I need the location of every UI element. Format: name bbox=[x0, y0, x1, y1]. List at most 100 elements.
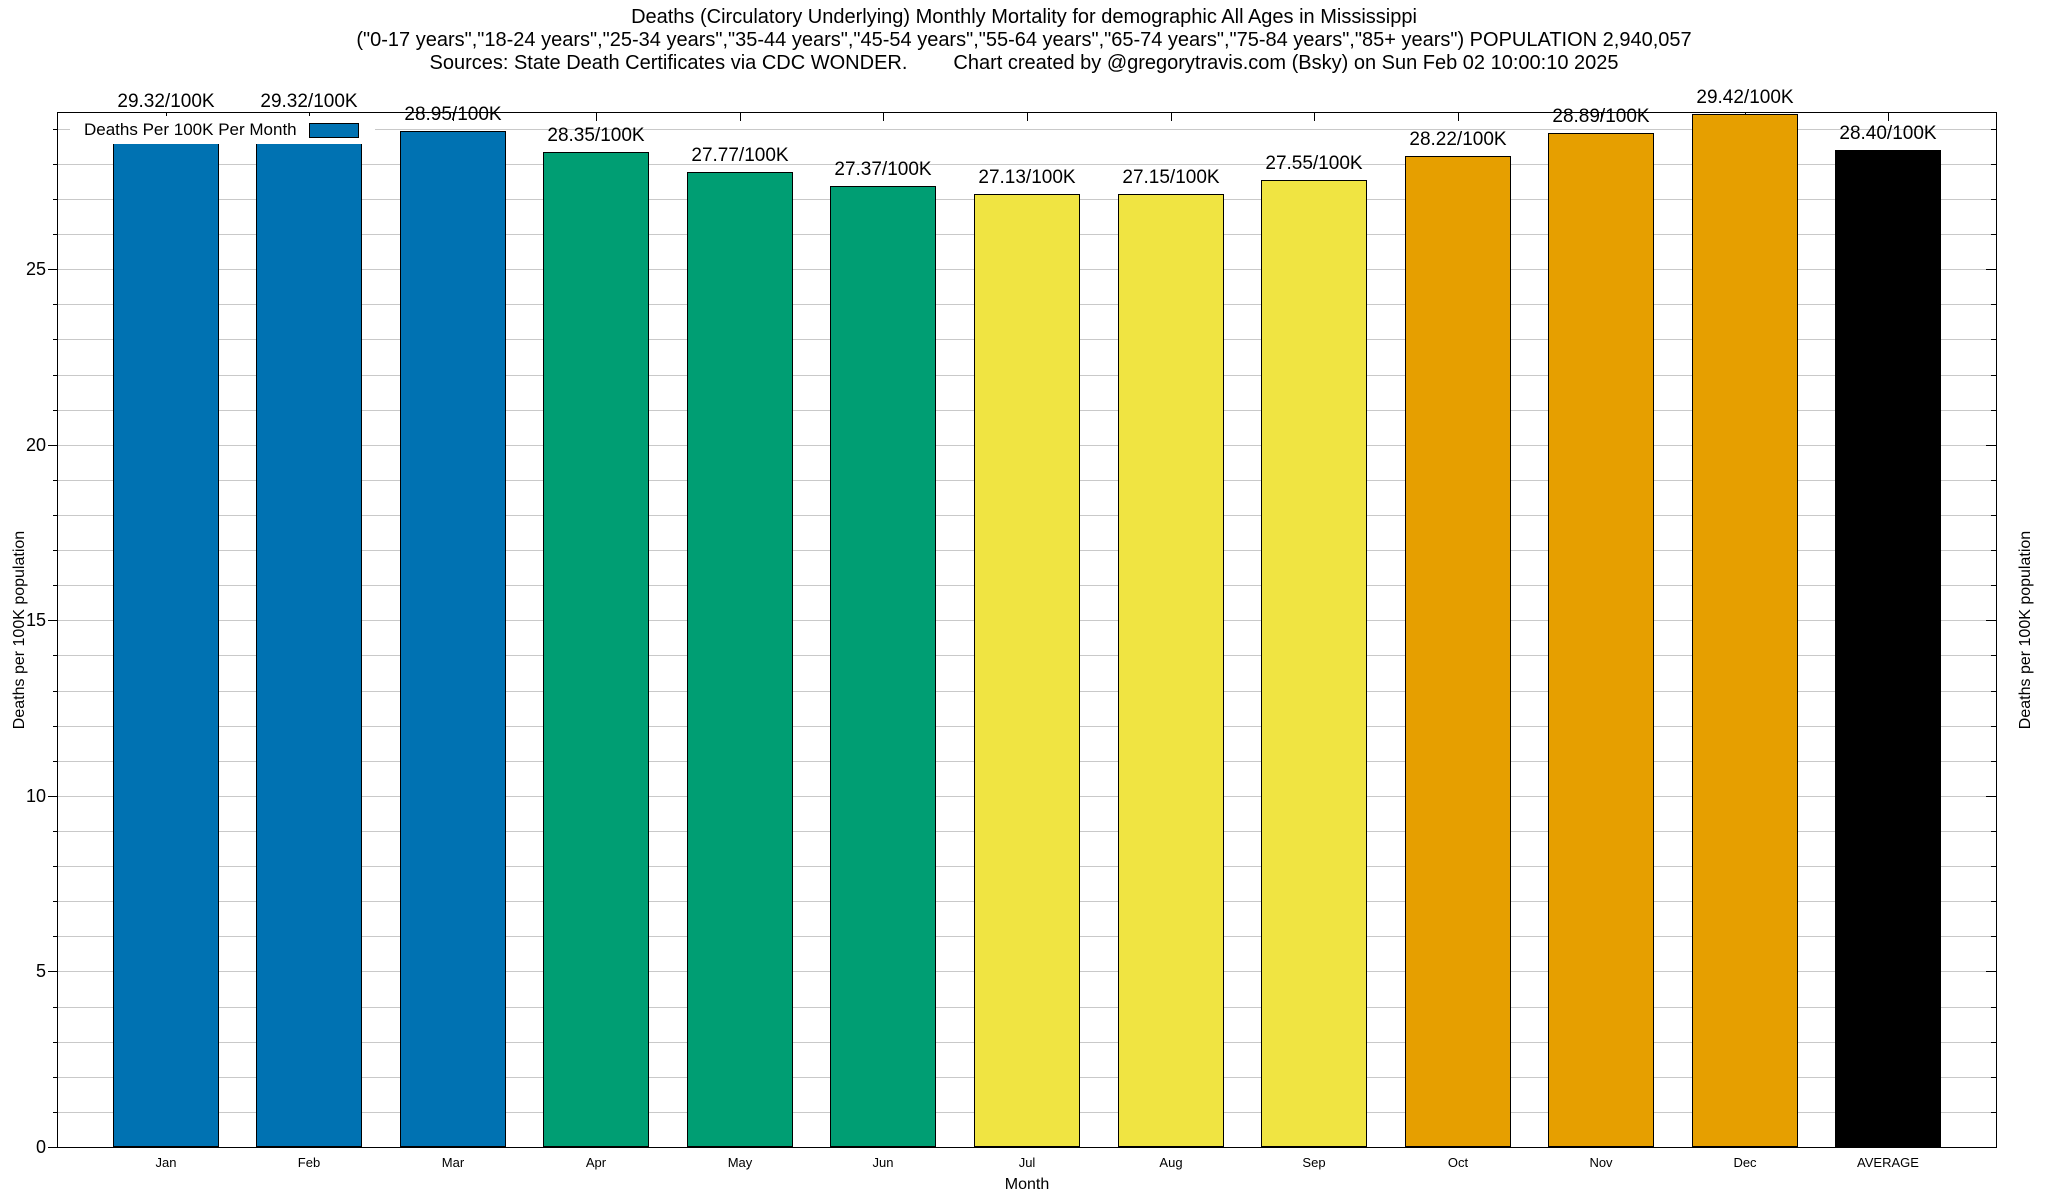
y-minor-tick-left bbox=[53, 550, 58, 551]
y-minor-tick-left bbox=[53, 936, 58, 937]
bar-average bbox=[1835, 149, 1941, 1147]
y-minor-tick-right bbox=[1991, 164, 1996, 165]
bar-jan bbox=[113, 117, 219, 1147]
y-minor-tick-right bbox=[1991, 726, 1996, 727]
chart-credit-text: Chart created by @gregorytravis.com (Bsk… bbox=[953, 52, 1619, 74]
y-minor-tick-right bbox=[1991, 375, 1996, 376]
y-minor-tick-right bbox=[1991, 480, 1996, 481]
y-minor-tick-left bbox=[53, 866, 58, 867]
x-tick-label-average: AVERAGE bbox=[1857, 1155, 1919, 1170]
y-major-tick-left bbox=[48, 796, 58, 797]
bar-value-label-feb: 29.32/100K bbox=[260, 90, 358, 112]
bar-value-label-oct: 28.22/100K bbox=[1409, 129, 1507, 151]
x-top-tick bbox=[1458, 113, 1459, 121]
y-major-tick-left bbox=[48, 269, 58, 270]
y-minor-tick-right bbox=[1991, 304, 1996, 305]
bar-mar bbox=[400, 130, 506, 1147]
y-major-tick-left bbox=[48, 620, 58, 621]
bar-value-label-sep: 27.55/100K bbox=[1265, 152, 1363, 174]
y-major-tick-right bbox=[1986, 971, 1996, 972]
bar-jul bbox=[974, 194, 1080, 1147]
x-tick-label-mar: Mar bbox=[441, 1155, 465, 1170]
y-tick-label: 0 bbox=[35, 1137, 46, 1157]
y-minor-tick-left bbox=[53, 691, 58, 692]
chart-title-block: Deaths (Circulatory Underlying) Monthly … bbox=[0, 6, 2048, 75]
y-minor-tick-left bbox=[53, 1112, 58, 1113]
y-minor-tick-left bbox=[53, 901, 58, 902]
y-minor-tick-left bbox=[53, 234, 58, 235]
y-minor-tick-right bbox=[1991, 199, 1996, 200]
y-minor-tick-left bbox=[53, 761, 58, 762]
bar-aug bbox=[1118, 193, 1224, 1147]
bar-value-label-jul: 27.13/100K bbox=[978, 167, 1076, 189]
x-top-tick bbox=[1314, 113, 1315, 121]
y-minor-tick-left bbox=[53, 1007, 58, 1008]
y-minor-tick-left bbox=[53, 655, 58, 656]
y-minor-tick-left bbox=[53, 831, 58, 832]
y-major-tick-left bbox=[48, 445, 58, 446]
chart-sources-text: Sources: State Death Certificates via CD… bbox=[429, 52, 908, 74]
y-minor-tick-right bbox=[1991, 585, 1996, 586]
y-major-tick-right bbox=[1986, 269, 1996, 270]
y-minor-tick-right bbox=[1991, 339, 1996, 340]
x-tick-label-feb: Feb bbox=[297, 1155, 321, 1170]
y-minor-tick-left bbox=[53, 1077, 58, 1078]
x-tick-label-sep: Sep bbox=[1302, 1155, 1326, 1170]
legend-swatch bbox=[308, 122, 359, 138]
y-major-tick-left bbox=[48, 1147, 58, 1148]
bar-nov bbox=[1548, 132, 1654, 1147]
bar-value-label-average: 28.40/100K bbox=[1839, 122, 1937, 144]
y-minor-tick-right bbox=[1991, 761, 1996, 762]
y-minor-tick-right bbox=[1991, 129, 1996, 130]
bar-value-label-jan: 29.32/100K bbox=[117, 90, 215, 112]
legend-label: Deaths Per 100K Per Month bbox=[84, 120, 297, 139]
x-tick-label-jun: Jun bbox=[872, 1155, 894, 1170]
chart-title: Deaths (Circulatory Underlying) Monthly … bbox=[631, 6, 1417, 28]
x-top-tick bbox=[883, 113, 884, 121]
bar-apr bbox=[543, 151, 649, 1147]
bar-feb bbox=[256, 117, 362, 1147]
y-major-tick-right bbox=[1986, 796, 1996, 797]
bar-dec bbox=[1692, 114, 1798, 1147]
y-minor-tick-left bbox=[53, 164, 58, 165]
bar-value-label-mar: 28.95/100K bbox=[404, 103, 502, 125]
bar-may bbox=[687, 171, 793, 1147]
x-tick-label-oct: Oct bbox=[1447, 1155, 1469, 1170]
y-tick-label: 15 bbox=[25, 610, 46, 630]
x-tick-label-may: May bbox=[727, 1155, 753, 1170]
y-minor-tick-right bbox=[1991, 1112, 1996, 1113]
plot-area: Deaths Per 100K Per Month 0 5 10 15 20 25 29.3… bbox=[26, 87, 1997, 1170]
y-minor-tick-left bbox=[53, 410, 58, 411]
y-minor-tick-left bbox=[53, 1042, 58, 1043]
y-minor-tick-left bbox=[53, 339, 58, 340]
y-minor-tick-right bbox=[1991, 410, 1996, 411]
legend: Deaths Per 100K Per Month bbox=[70, 116, 375, 144]
x-tick-label-jan: Jan bbox=[155, 1155, 177, 1170]
x-axis-title: Month bbox=[1004, 1176, 1050, 1193]
y-minor-tick-left bbox=[53, 585, 58, 586]
chart-source-line: Sources: State Death Certificates via CD… bbox=[0, 52, 2048, 75]
bar-value-label-dec: 29.42/100K bbox=[1696, 87, 1794, 109]
bar-sep bbox=[1261, 179, 1367, 1147]
bar-value-label-apr: 28.35/100K bbox=[547, 124, 645, 146]
x-tick-label-jul: Jul bbox=[1018, 1155, 1036, 1170]
y-minor-tick-right bbox=[1991, 515, 1996, 516]
y-major-tick-right bbox=[1986, 1147, 1996, 1148]
y-minor-tick-left bbox=[53, 726, 58, 727]
y-minor-tick-right bbox=[1991, 655, 1996, 656]
bar-value-label-nov: 28.89/100K bbox=[1552, 105, 1650, 127]
y-minor-tick-left bbox=[53, 129, 58, 130]
bar-value-label-jun: 27.37/100K bbox=[834, 159, 932, 181]
x-top-tick bbox=[1027, 113, 1028, 121]
y-minor-tick-right bbox=[1991, 831, 1996, 832]
x-top-tick bbox=[596, 113, 597, 121]
y-minor-tick-right bbox=[1991, 1007, 1996, 1008]
y-tick-label: 20 bbox=[25, 435, 46, 455]
gridline bbox=[58, 164, 1996, 165]
y-minor-tick-right bbox=[1991, 901, 1996, 902]
y-minor-tick-left bbox=[53, 515, 58, 516]
x-top-tick bbox=[1601, 113, 1602, 121]
y-tick-label: 5 bbox=[35, 961, 46, 981]
x-tick-label-nov: Nov bbox=[1589, 1155, 1613, 1170]
